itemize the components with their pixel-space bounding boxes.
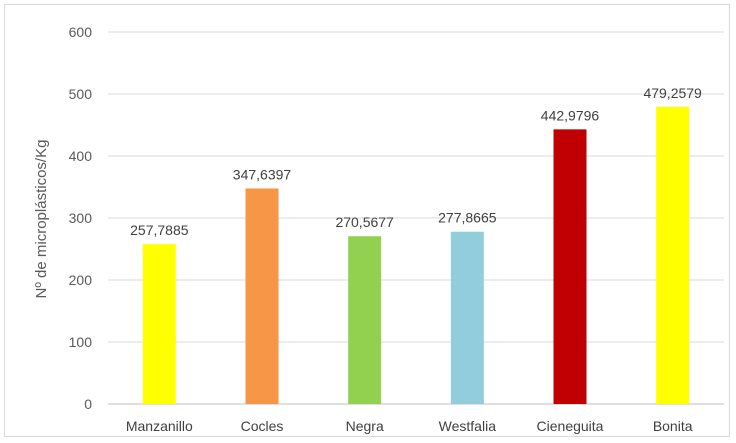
y-tick-label: 100 xyxy=(69,334,93,350)
bar-cocles xyxy=(245,188,279,404)
data-label: 479,2579 xyxy=(643,85,702,101)
data-label: 442,9796 xyxy=(541,107,600,123)
category-label: Cocles xyxy=(241,418,284,434)
data-label: 270,5677 xyxy=(335,214,394,230)
data-labels: 257,7885 347,6397 270,5677 277,8665 442,9796… xyxy=(130,85,702,238)
gridlines xyxy=(108,31,724,405)
category-label: Westfalia xyxy=(439,418,497,434)
y-tick-label: 500 xyxy=(69,86,93,102)
y-axis-label: Nº de microplásticos/Kg xyxy=(33,140,50,299)
category-label: Negra xyxy=(346,418,384,434)
y-tick-label: 400 xyxy=(69,148,93,164)
y-tick-label: 0 xyxy=(84,396,92,412)
bar-negra xyxy=(348,236,382,404)
bar-westfalia xyxy=(450,231,484,404)
data-label: 257,7885 xyxy=(130,222,189,238)
bar-cieneguita xyxy=(553,129,587,404)
y-tick-label: 600 xyxy=(69,24,93,40)
y-tick-labels: 0 100 200 300 400 500 600 xyxy=(69,24,93,412)
category-label: Bonita xyxy=(653,418,693,434)
category-labels: Manzanillo Cocles Negra Westfalia Cieneguita… xyxy=(126,418,693,434)
category-label: Manzanillo xyxy=(126,418,193,434)
bar-manzanillo xyxy=(142,244,176,404)
y-tick-label: 200 xyxy=(69,272,93,288)
category-label: Cieneguita xyxy=(537,418,604,434)
data-label: 277,8665 xyxy=(438,210,497,226)
y-tick-label: 300 xyxy=(69,210,93,226)
bars xyxy=(142,106,690,404)
bar-bonita xyxy=(656,106,690,404)
data-label: 347,6397 xyxy=(233,166,292,182)
